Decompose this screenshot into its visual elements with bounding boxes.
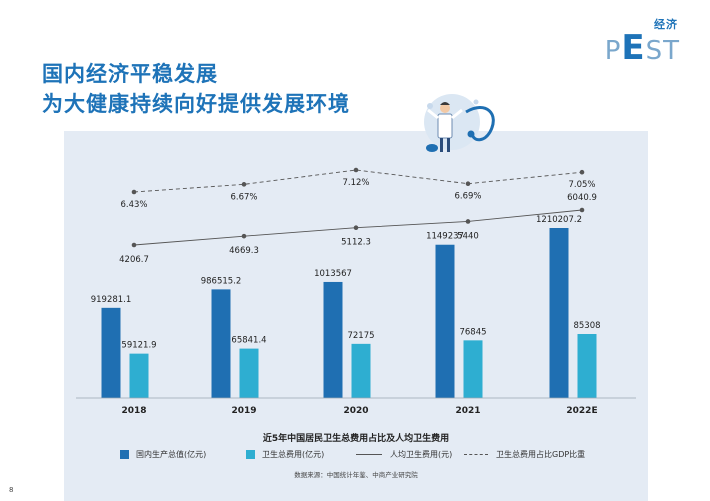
gdp-share-point-2022E — [579, 169, 585, 175]
legend-gdp-share: 卫生总费用占比GDP比重 — [464, 449, 585, 460]
per-capita-point-2021 — [465, 219, 471, 224]
legend-gdp-label: 国内生产总值(亿元) — [136, 450, 207, 459]
gdp-bar-2022E — [549, 228, 569, 398]
gdp-bar-2018 — [101, 307, 121, 398]
per-capita-label-2020: 5112.3 — [341, 238, 371, 248]
gdp-value-2021: 1149237 — [426, 232, 464, 242]
health-bar-2021 — [463, 340, 483, 398]
health-value-2022E: 85308 — [573, 321, 600, 331]
health-bar-2018 — [129, 353, 149, 398]
per-capita-label-2021: 5440 — [457, 231, 479, 241]
brand-wordmark: PEST — [605, 28, 680, 68]
x-tick-2020: 2020 — [343, 406, 368, 416]
gdp-share-label-2018: 6.43% — [120, 200, 147, 210]
gdp-share-series: 6.43% 6.67% 7.12% 6.69% 7.05% — [120, 167, 596, 210]
gdp-value-2020: 1013567 — [314, 269, 352, 279]
x-tick-2022E: 2022E — [566, 406, 597, 416]
gdp-value-2022E: 1210207.2 — [536, 215, 582, 225]
legend-health: 卫生总费用(亿元) — [246, 449, 324, 460]
per-capita-point-2018 — [131, 242, 137, 248]
brand-logo: 经济 PEST — [590, 14, 680, 68]
legend-per-capita-label: 人均卫生费用(元) — [390, 450, 453, 459]
gdp-share-point-2018 — [131, 189, 137, 195]
legend-health-label: 卫生总费用(亿元) — [262, 450, 325, 459]
x-axis-ticks: 2018 2019 2020 2021 2022E — [121, 406, 597, 416]
legend-health-swatch — [246, 450, 255, 459]
x-tick-2019: 2019 — [231, 406, 256, 416]
gdp-share-label-2019: 6.67% — [230, 192, 257, 202]
gdp-bar-2019 — [211, 289, 231, 398]
legend-gdp-swatch — [120, 450, 129, 459]
gdp-share-point-2020 — [353, 167, 359, 173]
page-number: 8 — [9, 486, 14, 494]
legend-per-capita: 人均卫生费用(元) — [356, 449, 452, 460]
gdp-share-label-2022E: 7.05% — [568, 180, 595, 190]
headline-line-2: 为大健康持续向好提供发展环境 — [42, 92, 350, 116]
gdp-share-label-2021: 6.69% — [454, 192, 481, 202]
gdp-share-label-2020: 7.12% — [342, 178, 369, 188]
health-value-2021: 76845 — [459, 327, 486, 337]
chart-title: 近5年中国居民卫生总费用占比及人均卫生费用 — [263, 432, 449, 444]
brand-word-p: P — [604, 36, 622, 66]
health-value-2019: 65841.4 — [231, 336, 266, 346]
x-tick-2018: 2018 — [121, 406, 146, 416]
per-capita-series: 4206.7 4669.3 5112.3 5440 6040.9 — [119, 193, 597, 265]
gdp-share-line — [133, 169, 583, 193]
gdp-bar-2021 — [435, 244, 455, 398]
per-capita-point-2020 — [353, 225, 359, 231]
health-bar-2022E — [577, 334, 597, 398]
per-capita-point-2022E — [579, 207, 585, 213]
doctor-with-stethoscope-icon — [424, 94, 495, 152]
brand-word-st: ST — [645, 36, 680, 66]
legend-per-capita-line — [356, 454, 382, 455]
gdp-value-2018: 919281.1 — [91, 295, 132, 305]
health-expenditure-chart: 6.43% 6.67% 7.12% 6.69% 7.05% 4206.7 4669.3 51… — [76, 167, 636, 444]
gdp-share-point-2021 — [465, 181, 471, 187]
health-bar-2019 — [239, 348, 259, 398]
health-value-2018: 59121.9 — [121, 341, 156, 351]
data-source-note: 数据来源：中国统计年鉴、中商产业研究院 — [294, 471, 418, 479]
per-capita-point-2019 — [241, 233, 247, 239]
legend-gdp: 国内生产总值(亿元) — [120, 449, 206, 460]
headline-line-1: 国内经济平稳发展 — [42, 62, 218, 86]
gdp-value-2019: 986515.2 — [201, 276, 242, 286]
per-capita-label-2019: 4669.3 — [229, 246, 259, 256]
chart-legend: 国内生产总值(亿元) 卫生总费用(亿元) 人均卫生费用(元) 卫生总费用占比GD… — [64, 449, 648, 465]
legend-gdp-share-line — [464, 454, 488, 455]
legend-gdp-share-label: 卫生总费用占比GDP比重 — [496, 450, 586, 459]
health-bar-2020 — [351, 343, 371, 398]
per-capita-label-2018: 4206.7 — [119, 255, 149, 265]
per-capita-label-2022E: 6040.9 — [567, 193, 597, 203]
gdp-share-point-2019 — [241, 182, 247, 187]
brand-word-e: E — [621, 28, 646, 68]
bar-series: 919281.1 59121.9 986515.2 65841.4 1013567 721… — [91, 215, 601, 398]
gdp-bar-2020 — [323, 281, 343, 398]
health-value-2020: 72175 — [347, 331, 374, 341]
x-tick-2021: 2021 — [455, 406, 480, 416]
brand-tag: 经济 — [654, 18, 678, 31]
